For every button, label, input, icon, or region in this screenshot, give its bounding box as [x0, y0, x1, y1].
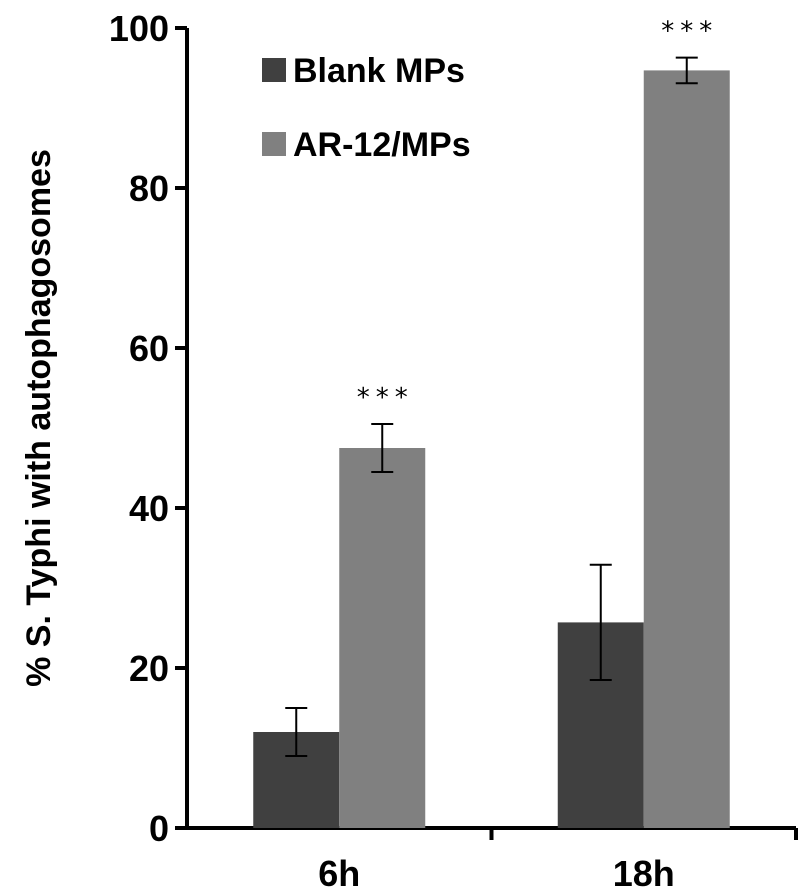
significance-annotation: *** — [357, 383, 414, 413]
y-tick-label: 60 — [129, 328, 169, 369]
tick-labels: 0 20 40 60 80 100 6h 18h — [109, 8, 675, 894]
y-tick-label: 100 — [109, 8, 169, 49]
legend-swatch — [262, 132, 286, 156]
significance-annotation: *** — [661, 17, 718, 47]
x-category-label: 6h — [318, 853, 360, 894]
legend-swatch — [262, 58, 286, 82]
legend-label: Blank MPs — [293, 52, 465, 90]
y-tick-label: 20 — [129, 648, 169, 689]
legend-label: AR-12/MPs — [293, 126, 471, 164]
bar — [643, 70, 730, 828]
error-bars — [285, 56, 698, 757]
y-tick-label: 40 — [129, 488, 169, 529]
y-axis-label: % S. Typhi with autophagosomes — [20, 149, 58, 687]
y-axis-label-group: % S. Typhi with autophagosomes — [20, 149, 58, 687]
x-category-label: 18h — [613, 853, 675, 894]
annotations: *** *** — [357, 17, 718, 413]
bars — [253, 70, 730, 828]
y-tick-label: 80 — [129, 168, 169, 209]
legend: Blank MPs AR-12/MPs — [262, 52, 471, 164]
bar — [339, 448, 426, 828]
y-tick-label: 0 — [149, 808, 169, 849]
